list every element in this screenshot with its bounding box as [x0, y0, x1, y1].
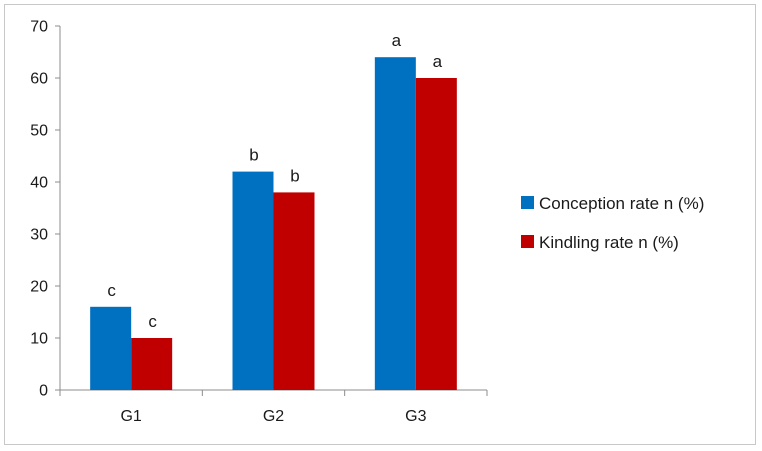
data-label: c [148, 312, 157, 331]
bar [131, 338, 173, 390]
x-tick-label: G3 [405, 408, 426, 425]
y-tick-label: 70 [30, 19, 48, 36]
bar [374, 57, 416, 390]
x-axis: G1 G2 G3 [59, 389, 488, 425]
bar [232, 171, 274, 390]
data-label: b [249, 146, 258, 165]
data-label: c [107, 281, 116, 300]
legend: Conception rate n (%) Kindling rate n (%) [521, 194, 704, 252]
y-tick-label: 50 [30, 123, 48, 140]
legend-swatch [521, 196, 534, 209]
bar [273, 192, 315, 390]
y-tick-label: 30 [30, 227, 48, 244]
legend-label: Conception rate n (%) [539, 194, 704, 213]
bar [90, 306, 132, 390]
x-tick-label: G1 [120, 408, 141, 425]
x-tick-label: G2 [263, 408, 284, 425]
legend-label: Kindling rate n (%) [539, 233, 679, 252]
y-axis: 0 10 20 30 40 50 60 70 [30, 19, 61, 400]
bar [415, 78, 457, 390]
y-tick-label: 40 [30, 175, 48, 192]
y-tick-label: 0 [39, 383, 48, 400]
bars: c c b b a a [90, 31, 457, 390]
data-label: b [290, 166, 299, 185]
y-tick-label: 60 [30, 71, 48, 88]
y-tick-label: 10 [30, 331, 48, 348]
data-label: a [392, 31, 402, 50]
legend-swatch [521, 235, 534, 248]
y-tick-label: 20 [30, 279, 48, 296]
data-label: a [433, 52, 443, 71]
